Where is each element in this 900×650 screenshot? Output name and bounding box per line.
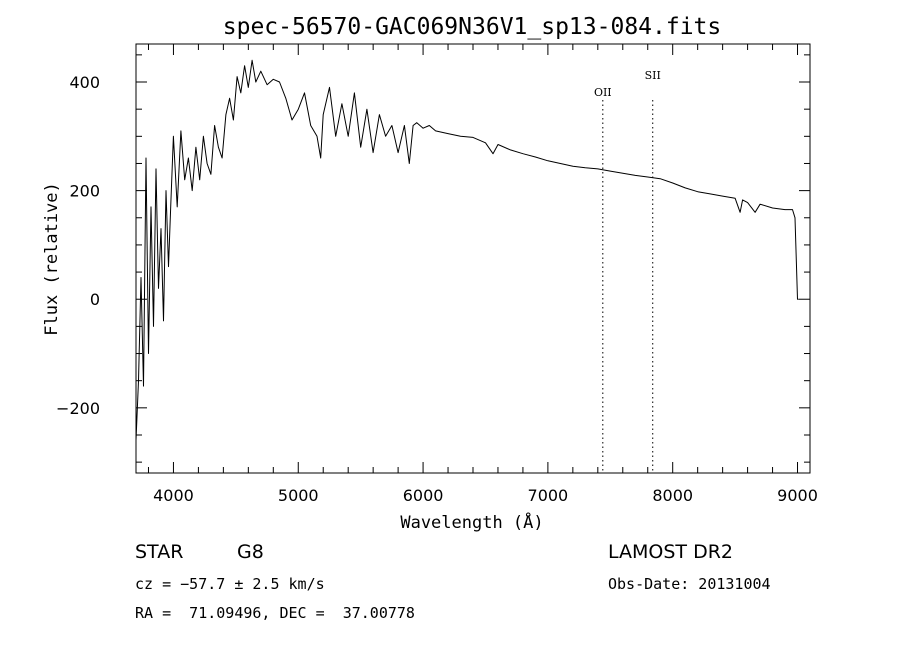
spectrum-series — [135, 59, 799, 441]
y-tick-label: 200 — [69, 182, 100, 201]
object-class: STAR — [135, 541, 184, 563]
x-tick-label: 8000 — [652, 486, 693, 505]
plot-frame — [135, 43, 811, 474]
y-tick-label: −200 — [56, 399, 100, 418]
x-tick-label: 5000 — [278, 486, 319, 505]
velocity-readout: cz = −57.7 ± 2.5 km/s — [135, 575, 325, 593]
x-tick-label: 6000 — [403, 486, 444, 505]
coordinates-readout: RA = 71.09496, DEC = 37.00778 — [135, 604, 415, 622]
x-axis: 4000 5000 6000 7000 8000 9000 — [147, 44, 818, 505]
annotation-label: SII — [645, 69, 661, 82]
x-tick-label: 9000 — [777, 486, 818, 505]
y-axis: −200 0 200 400 — [56, 54, 810, 463]
y-axis-label: Flux (relative) — [42, 182, 62, 336]
x-tick-label: 7000 — [528, 486, 569, 505]
chart-title: spec-56570-GAC069N36V1_sp13-084.fits — [223, 14, 722, 40]
survey-name: LAMOST DR2 — [608, 541, 733, 563]
x-axis-label: Wavelength (Å) — [400, 511, 543, 533]
x-tick-label: 4000 — [153, 486, 194, 505]
plot-border — [135, 43, 811, 474]
annotation-label: OII — [594, 86, 612, 99]
y-tick-label: 0 — [90, 290, 100, 309]
spectrum-line — [135, 59, 799, 441]
object-subclass: G8 — [237, 541, 264, 563]
y-tick-label: 400 — [69, 73, 100, 92]
line-annotations: OII SII — [594, 69, 661, 473]
observation-date: Obs-Date: 20131004 — [608, 575, 771, 593]
